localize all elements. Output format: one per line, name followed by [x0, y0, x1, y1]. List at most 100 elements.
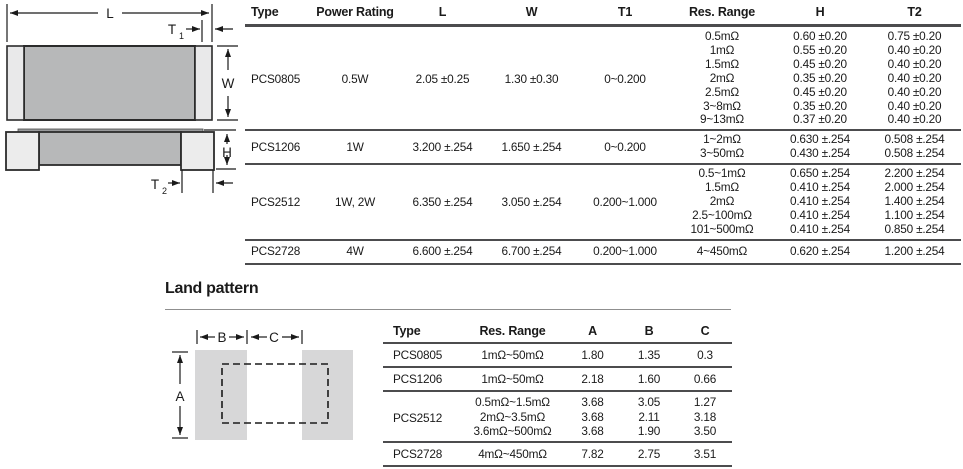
cell: 1W, 2W [310, 163, 400, 240]
cell: 2.18 [565, 366, 620, 392]
table-row: PCS2512 0.5mΩ~1.5mΩ 3.68 3.05 1.27 [383, 390, 732, 443]
column-header: T1 [578, 2, 672, 27]
cell: 0.45 ±0.20 [793, 84, 847, 99]
cell: 3.68 [565, 390, 620, 410]
cell: 2.11 [638, 409, 660, 424]
cell: 0.410 ±.254 [789, 221, 851, 236]
table-row: 2mΩ 0.410 ±.254 1.400 ±.254 [245, 193, 961, 209]
column-header: Res. Range [460, 321, 565, 344]
column-header: L [400, 2, 485, 27]
cell: 0.630 ±.254 [772, 129, 868, 148]
cell: 0.508 ±.254 [884, 146, 945, 161]
table-row: PCS1206 1mΩ~50mΩ 2.18 1.60 0.66 [383, 366, 732, 392]
cell: 0.66 [678, 366, 732, 392]
cell: 0.40 ±0.20 [887, 70, 942, 85]
cell: 1.27 [678, 390, 732, 410]
type-cell: PCS1206 [383, 366, 460, 392]
type-cell: PCS2512 [245, 163, 310, 240]
cell: 1.60 [620, 366, 678, 392]
t2-label: T [151, 177, 159, 192]
land-pattern-table: Type Res. Range A B C PCS0805 1mΩ~50mΩ 1… [383, 321, 732, 468]
chip-body [23, 45, 196, 121]
table-row: PCS2728 4mΩ~450mΩ 7.82 2.75 3.51 [383, 441, 732, 467]
table-row: 101~500mΩ 0.410 ±.254 0.850 ±.254 [245, 221, 961, 240]
cell: 1.80 [581, 348, 604, 362]
chip-top-view [6, 45, 213, 121]
table-row: PCS0805 0.5W 2.05 ±0.25 1.30 ±0.30 0~0.2… [245, 26, 961, 86]
cell: 4mΩ~450mΩ [460, 441, 565, 467]
cell: 1.400 ±.254 [884, 193, 945, 208]
solder-pads [195, 350, 353, 440]
cell: 7.82 [565, 441, 620, 467]
cell: 2.05 ±0.25 [415, 71, 470, 86]
table-row: PCS0805 1mΩ~50mΩ 1.80 1.35 0.3 [383, 343, 732, 367]
table-row: PCS1206 1W 3.200 ±.254 1.650 ±.254 0~0.2… [245, 129, 961, 165]
t1-subscript: 1 [179, 31, 184, 41]
cell: 0.40 ±0.20 [887, 56, 942, 71]
cell: 0.35 ±0.20 [793, 98, 847, 113]
cell: 3.18 [693, 409, 717, 424]
cell: 3.050 ±.254 [485, 163, 578, 240]
cell: 0.37 ±0.20 [793, 112, 847, 127]
cell: 2.200 ±.254 [868, 163, 961, 182]
cell: 0.40 ±0.20 [887, 98, 942, 113]
cell: 6.600 ±.254 [400, 238, 485, 264]
cell: 0.40 ±0.20 [887, 112, 942, 127]
cell: 4W [310, 238, 400, 264]
cell: 0.3 [697, 348, 713, 362]
cell: 0.200~1.000 [578, 238, 672, 264]
type-cell: PCS0805 [251, 71, 301, 86]
dimension-t1: T 1 [168, 20, 233, 42]
cell: 1.30 ±0.30 [504, 71, 559, 86]
dimension-c: C [251, 330, 303, 345]
cell: 1.5mΩ [704, 180, 740, 195]
cell: 0.850 ±.254 [884, 221, 945, 236]
table-row: 2mΩ 0.35 ±0.20 0.40 ±0.20 [245, 70, 961, 86]
cell: 1mΩ~50mΩ [460, 366, 565, 392]
type-cell: PCS0805 [393, 348, 443, 362]
cell: 3.05 [620, 390, 678, 410]
type-cell: PCS1206 [245, 129, 310, 165]
b-label: B [217, 330, 226, 345]
cell: 3.200 ±.254 [400, 129, 485, 165]
cell: 0.5~1mΩ [672, 163, 772, 182]
table-row: 1.5mΩ 0.410 ±.254 2.000 ±.254 [245, 180, 961, 195]
dimension-w: W [217, 45, 238, 121]
chip-right-cap [194, 45, 213, 121]
dimension-l: L [6, 4, 213, 42]
cell: 0.620 ±.254 [772, 238, 868, 264]
table-row: PCS2728 4W 6.600 ±.254 6.700 ±.254 0.200… [245, 238, 961, 264]
spec-table-header-row: Type Power Rating L W T1 Res. Range H T2 [245, 2, 961, 27]
column-header: A [565, 321, 620, 344]
cell: 101~500mΩ [690, 221, 754, 236]
column-header: Type [245, 2, 310, 27]
table-row: PCS2512 1W, 2W 6.350 ±.254 3.050 ±.254 0… [245, 163, 961, 240]
cell: 0~0.200 [578, 129, 672, 165]
cell: 0.40 ±0.20 [887, 84, 942, 99]
cell: 2.5~100mΩ [692, 207, 752, 222]
land-pattern-title: Land pattern [165, 280, 259, 297]
cell: 2mΩ~3.5mΩ [479, 409, 546, 424]
cell: 3.68 [581, 423, 604, 438]
cell: 0.55 ±0.20 [793, 42, 847, 57]
cell: 3.68 [581, 409, 604, 424]
component-dimension-diagram: L T 1 W H T 2 [5, 4, 238, 196]
right-terminal [180, 131, 215, 171]
cell: 4~450mΩ [672, 238, 772, 264]
w-label: W [222, 76, 235, 91]
spec-table: Type Power Rating L W T1 Res. Range H T2… [245, 2, 961, 265]
cell: 3~50mΩ [699, 146, 745, 161]
cell: 2mΩ [709, 193, 735, 208]
column-header: B [620, 321, 678, 344]
dimension-b: B [196, 330, 248, 345]
cell: 1.90 [637, 423, 661, 438]
cell: 0.410 ±.254 [789, 193, 851, 208]
cell: 0.200~1.000 [578, 163, 672, 240]
table-row: 3.6mΩ~500mΩ 3.68 1.90 3.50 [383, 424, 732, 442]
table-row: 1mΩ 0.55 ±0.20 0.40 ±0.20 [245, 42, 961, 58]
column-header: Res. Range [672, 2, 772, 27]
chip-side-view [5, 128, 215, 171]
dimension-t2: T 2 [151, 170, 233, 196]
type-cell: PCS2728 [383, 441, 460, 467]
cell: 1mΩ [709, 42, 735, 57]
